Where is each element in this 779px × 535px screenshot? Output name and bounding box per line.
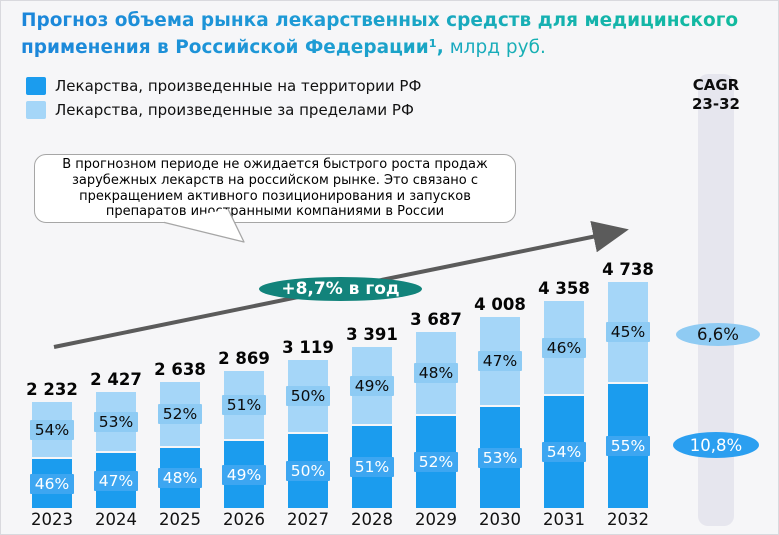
- bar-share-domestic-label: 54%: [541, 442, 587, 462]
- page-title: Прогноз объема рынка лекарственных средс…: [21, 7, 771, 61]
- callout-bubble: В прогнозном периоде не ожидается быстро…: [34, 154, 516, 223]
- bar-total-label: 3 391: [346, 325, 398, 344]
- x-axis-label: 2024: [95, 510, 137, 529]
- bar-total-label: 3 687: [410, 310, 462, 329]
- bar-group: 3 119 50% 50%: [276, 338, 340, 508]
- bar-total-label: 4 008: [474, 295, 526, 314]
- bar-share-domestic-label: 46%: [29, 473, 75, 494]
- bar-segment-imported: 47%: [477, 317, 523, 405]
- bar-share-imported-label: 50%: [285, 386, 331, 406]
- title-line1: Прогноз объема рынка лекарственных средс…: [21, 10, 739, 31]
- title-unit: млрд руб.: [443, 37, 546, 58]
- bar-share-imported-label: 52%: [157, 404, 203, 424]
- bar-total-label: 3 119: [282, 338, 334, 357]
- bar-segment-domestic: 54%: [541, 396, 587, 508]
- bar-group: 2 427 53% 47%: [84, 370, 148, 508]
- bar-share-imported-label: 45%: [605, 322, 651, 342]
- bar-segment-imported: 50%: [285, 360, 331, 432]
- legend: Лекарства, произведенные на территории Р…: [26, 77, 421, 125]
- bar-segment-imported: 48%: [413, 332, 459, 414]
- x-axis-label: 2030: [479, 510, 521, 529]
- cagr-header-line2: 23-32: [692, 95, 740, 113]
- bar-total-label: 2 638: [154, 360, 206, 379]
- bar-group: 3 391 49% 51%: [340, 325, 404, 508]
- bar-segment-imported: 52%: [157, 382, 203, 446]
- bar-segment-domestic: 46%: [29, 459, 75, 508]
- bar-group: 2 232 54% 46%: [20, 380, 84, 508]
- cagr-value-imported: 6,6%: [676, 323, 760, 346]
- x-axis-label: 2031: [543, 510, 585, 529]
- growth-rate-badge: +8,7% в год: [259, 277, 422, 301]
- x-axis-label: 2023: [31, 510, 73, 529]
- bar-segment-domestic: 51%: [349, 426, 395, 508]
- bar-segment-domestic: 50%: [285, 434, 331, 508]
- callout-text: В прогнозном периоде не ожидается быстро…: [62, 157, 488, 220]
- title-line2: применения в Российской Федерации¹,: [21, 37, 444, 58]
- bar-segment-domestic: 52%: [413, 416, 459, 508]
- bar-total-label: 2 232: [26, 380, 78, 399]
- bar-segment-domestic: 53%: [477, 407, 523, 508]
- bar-segment-domestic: 48%: [157, 448, 203, 508]
- legend-item-imported: Лекарства, произведенные за пределами РФ: [26, 101, 421, 119]
- bar-share-domestic-label: 48%: [157, 468, 203, 488]
- cagr-header: CAGR 23-32: [681, 76, 751, 114]
- bar-total-label: 4 358: [538, 279, 590, 298]
- bar-share-domestic-label: 47%: [93, 470, 139, 491]
- x-axis-label: 2027: [287, 510, 329, 529]
- bar-segment-imported: 51%: [221, 371, 267, 439]
- bar-total-label: 4 738: [602, 260, 654, 279]
- bar-share-domestic-label: 50%: [285, 461, 331, 481]
- legend-swatch-domestic: [26, 77, 46, 95]
- x-axis-label: 2028: [351, 510, 393, 529]
- bar-share-imported-label: 53%: [93, 411, 139, 432]
- bar-total-label: 2 427: [90, 370, 142, 389]
- bar-share-imported-label: 54%: [29, 419, 75, 440]
- bar-segment-imported: 49%: [349, 347, 395, 424]
- bar-group: 3 687 48% 52%: [404, 310, 468, 508]
- bar-share-domestic-label: 51%: [349, 457, 395, 477]
- cagr-header-line1: CAGR: [692, 76, 740, 94]
- bar-segment-imported: 46%: [541, 301, 587, 394]
- bar-segment-imported: 54%: [29, 402, 75, 457]
- cagr-track: [698, 74, 734, 526]
- bar-share-imported-label: 48%: [413, 363, 459, 383]
- bar-segment-domestic: 49%: [221, 441, 267, 508]
- bar-total-label: 2 869: [218, 349, 270, 368]
- x-axis-label: 2026: [223, 510, 265, 529]
- bar-share-domestic-label: 52%: [413, 452, 459, 472]
- x-axis-label: 2032: [607, 510, 649, 529]
- bar-share-imported-label: 49%: [349, 375, 395, 396]
- x-axis-label: 2029: [415, 510, 457, 529]
- bar-share-domestic-label: 53%: [477, 447, 523, 468]
- bar-segment-domestic: 47%: [93, 453, 139, 508]
- bar-group: 2 638 52% 48%: [148, 360, 212, 508]
- bar-share-domestic-label: 55%: [605, 436, 651, 456]
- bar-segment-imported: 53%: [93, 392, 139, 451]
- bar-share-imported-label: 46%: [541, 337, 587, 358]
- bar-share-imported-label: 51%: [221, 395, 267, 415]
- legend-swatch-imported: [26, 101, 46, 119]
- bar-share-imported-label: 47%: [477, 351, 523, 371]
- legend-label-domestic: Лекарства, произведенные на территории Р…: [55, 77, 422, 95]
- bar-group: 4 358 46% 54%: [532, 279, 596, 508]
- x-axis-label: 2025: [159, 510, 201, 529]
- legend-item-domestic: Лекарства, произведенные на территории Р…: [26, 77, 421, 95]
- bar-group: 4 008 47% 53%: [468, 295, 532, 508]
- legend-label-imported: Лекарства, произведенные за пределами РФ: [55, 101, 414, 119]
- cagr-value-domestic: 10,8%: [673, 432, 759, 458]
- bar-share-domestic-label: 49%: [221, 464, 267, 485]
- bar-segment-imported: 45%: [605, 282, 651, 382]
- bar-group: 4 738 45% 55%: [596, 260, 660, 508]
- bar-group: 2 869 51% 49%: [212, 349, 276, 508]
- bar-segment-domestic: 55%: [605, 384, 651, 508]
